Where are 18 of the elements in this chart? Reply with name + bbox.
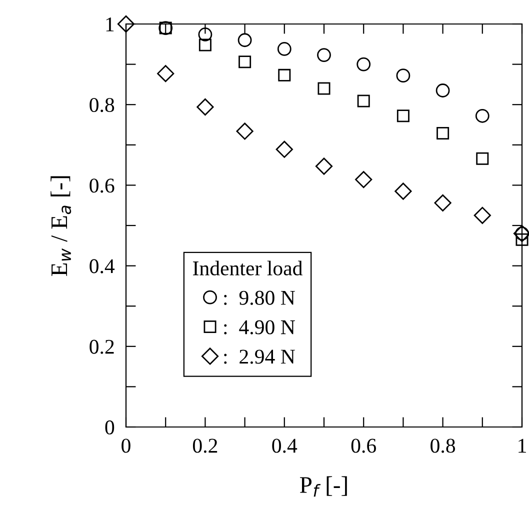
legend-label: : 9.80 N <box>224 290 295 305</box>
y-tick-label: 1 <box>106 17 114 32</box>
legend-label: : 2.94 N <box>224 350 295 364</box>
y-tick-label: 0 <box>105 420 114 434</box>
x-axis-title: P$_{f}$ [-] <box>300 476 347 497</box>
x-tick-label: 0.2 <box>192 438 218 453</box>
y-tick-label: 0.2 <box>90 340 114 354</box>
legend-label: : 4.90 N <box>224 320 295 334</box>
y-tick-label: 0.8 <box>90 98 114 112</box>
y-tick-label: 0.4 <box>90 259 115 274</box>
x-tick-label: 1 <box>518 438 526 453</box>
legend-title: Indenter load <box>193 260 302 276</box>
y-axis-title: E$_{w}$ / E$_{a}$ [-] <box>50 176 72 276</box>
x-tick-label: 0.6 <box>351 438 376 453</box>
y-tick-label: 0.6 <box>90 178 114 193</box>
x-tick-label: 0.4 <box>272 438 298 453</box>
x-tick-label: 0 <box>122 438 130 453</box>
x-tick-label: 0.8 <box>430 438 456 453</box>
